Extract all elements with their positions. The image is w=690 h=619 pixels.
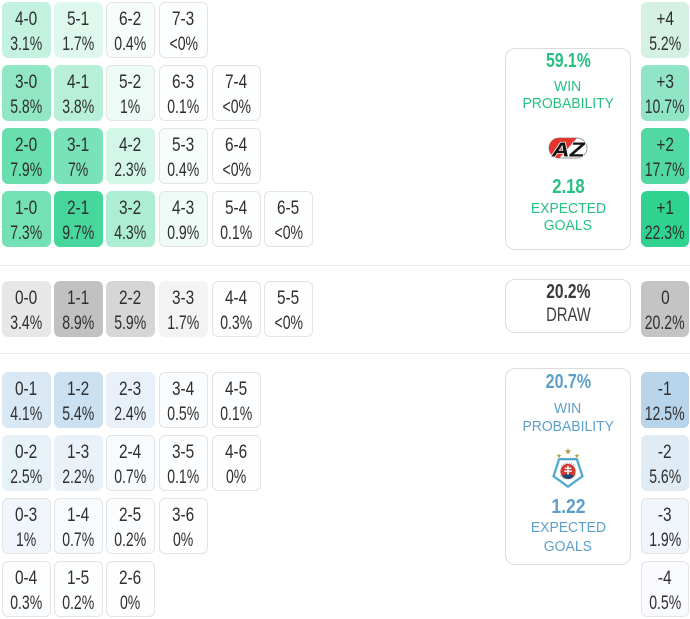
svg-text:AZ: AZ [551,138,587,159]
